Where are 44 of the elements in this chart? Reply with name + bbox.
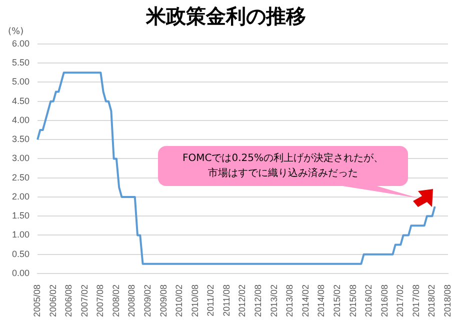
x-tick-label: 2013/02 — [268, 284, 279, 318]
x-tick-label: 2006/08 — [64, 284, 74, 318]
x-tick-label: 2012/08 — [253, 284, 264, 318]
x-tick-label: 2005/08 — [32, 284, 42, 318]
x-tick-label: 2018/08 — [442, 284, 452, 318]
x-tick-label: 2011/08 — [221, 284, 232, 316]
y-tick-label: 5.50 — [12, 58, 30, 68]
y-tick-label: 0.50 — [12, 248, 30, 259]
x-tick-label: 2011/02 — [206, 284, 216, 316]
x-tick-label: 2015/02 — [332, 284, 342, 318]
y-tick-label: 4.00 — [12, 114, 30, 125]
x-tick-label: 2009/08 — [158, 284, 168, 318]
x-tick-label: 2007/08 — [95, 284, 106, 318]
y-tick-label: 4.50 — [12, 96, 30, 106]
y-tick-label: 2.50 — [12, 172, 30, 182]
x-tick-label: 2016/08 — [379, 284, 390, 318]
y-tick-label: 0.00 — [12, 268, 30, 278]
y-tick-label: 1.00 — [12, 230, 30, 240]
x-tick-label: 2006/02 — [48, 284, 58, 318]
chart-title: 米政策金利の推移 — [145, 4, 306, 28]
x-tick-label: 2017/08 — [410, 284, 421, 318]
annotation: 市場はすでに織り込み済みだった — [207, 166, 359, 181]
annotation: FOMCでは0.25%の利上げが決定されたが、 — [181, 152, 384, 166]
x-tick-label: 2016/02 — [364, 284, 374, 318]
y-tick-label: 6.00 — [12, 38, 30, 48]
x-tick-label: 2015/08 — [348, 284, 358, 318]
x-tick-label: 2014/08 — [316, 284, 326, 318]
x-tick-label: 2008/02 — [110, 284, 121, 318]
x-tick-label: 2010/02 — [174, 284, 184, 318]
y-tick-label: 3.00 — [12, 153, 30, 164]
y-tick-label: 5.00 — [12, 76, 30, 87]
x-tick-label: 2013/08 — [284, 284, 295, 318]
x-tick-label: 2017/02 — [395, 284, 406, 318]
x-tick-label: 2007/02 — [79, 284, 90, 318]
x-tick-label: 2008/08 — [126, 284, 137, 318]
x-tick-label: 2014/02 — [300, 284, 310, 318]
x-tick-label: 2018/02 — [426, 284, 437, 318]
y-tick-label: 3.50 — [12, 134, 30, 144]
y-tick-label: 2.00 — [12, 191, 30, 202]
x-tick-label: 2010/08 — [190, 284, 200, 318]
y-tick-label: 1.50 — [12, 210, 30, 221]
y-axis-title: (%) — [8, 26, 24, 37]
x-tick-label: 2009/02 — [142, 284, 153, 318]
x-tick-label: 2012/02 — [237, 284, 248, 318]
